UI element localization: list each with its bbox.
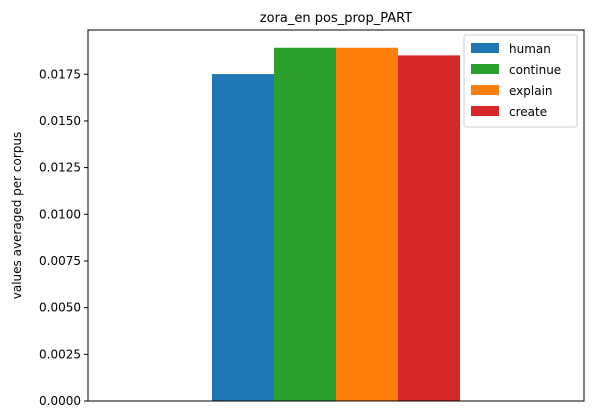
bars-group xyxy=(212,47,460,402)
bar-explain xyxy=(336,47,398,402)
bar-human xyxy=(212,74,274,401)
y-tick-label: 0.0175 xyxy=(39,67,81,81)
legend-swatch-explain xyxy=(471,85,499,95)
y-tick-label: 0.0125 xyxy=(39,161,81,175)
y-tick-label: 0.0050 xyxy=(39,301,81,315)
legend-swatch-create xyxy=(471,106,499,116)
y-axis-ticks: 0.0000 0.0025 0.0050 0.0075 0.0100 0.0125 0.01… xyxy=(39,67,88,408)
legend-frame xyxy=(463,34,578,128)
legend-label-explain: explain xyxy=(509,84,553,98)
legend: human continue explain create xyxy=(463,34,578,128)
bar-continue xyxy=(274,47,336,402)
legend-label-human: human xyxy=(509,42,551,56)
y-tick-label: 0.0000 xyxy=(39,394,81,408)
legend-swatch-human xyxy=(471,43,499,53)
plot-frame xyxy=(87,29,585,402)
y-axis-label: values averaged per corpus xyxy=(10,132,24,300)
bar-create xyxy=(398,55,460,401)
y-tick-label: 0.0100 xyxy=(39,207,81,221)
legend-label-continue: continue xyxy=(509,63,561,77)
chart-title: zora_en pos_prop_PART xyxy=(260,11,412,26)
legend-label-create: create xyxy=(509,105,547,119)
y-tick-label: 0.0025 xyxy=(39,347,81,361)
y-tick-label: 0.0075 xyxy=(39,254,81,268)
legend-swatch-continue xyxy=(471,64,499,74)
y-tick-label: 0.0150 xyxy=(39,114,81,128)
